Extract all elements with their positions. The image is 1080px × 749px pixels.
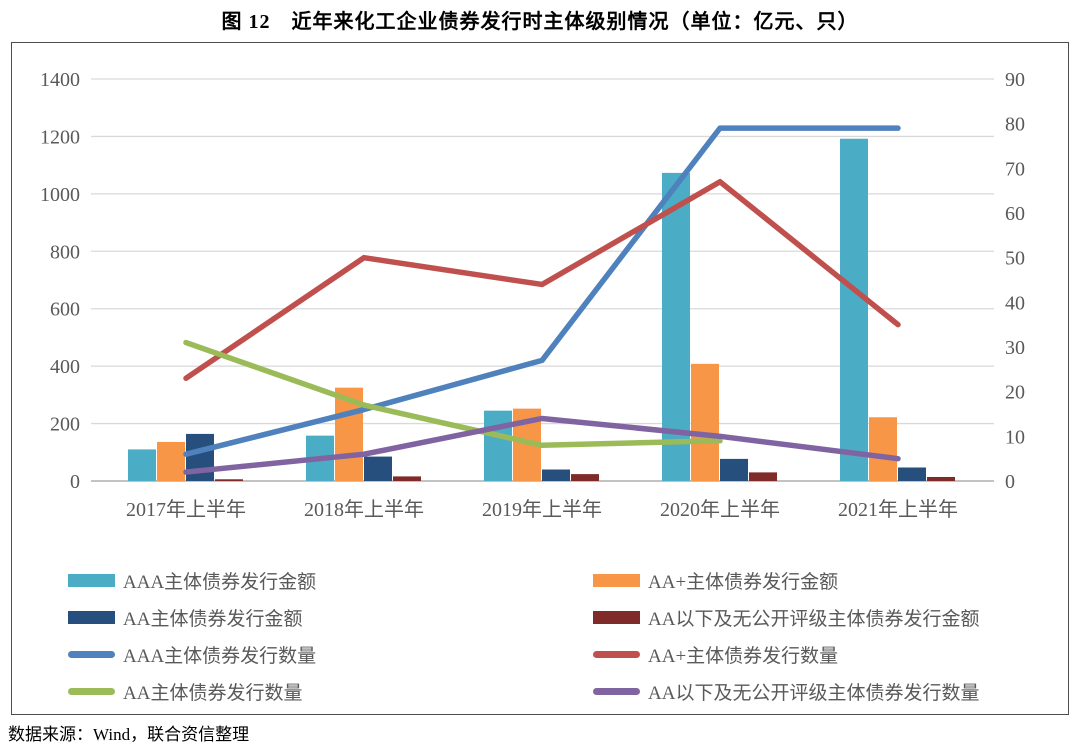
left-axis-tick-label: 1200 bbox=[40, 126, 80, 148]
legend-left-column: AAA主体债券发行金额 AA主体债券发行金额 AAA主体债券发行数量 AA主体债券发行… bbox=[68, 562, 316, 710]
legend-swatch-bar bbox=[593, 574, 640, 587]
line-series-3 bbox=[183, 415, 901, 475]
category-label: 2019年上半年 bbox=[482, 498, 602, 521]
legend-item: AA主体债券发行数量 bbox=[68, 673, 316, 710]
bar-3-cat-2 bbox=[571, 474, 599, 481]
legend-label: AAA主体债券发行金额 bbox=[123, 572, 317, 593]
right-axis-tick-label: 50 bbox=[1005, 248, 1025, 270]
category-label: 2018年上半年 bbox=[304, 498, 424, 521]
legend-item: AA主体债券发行金额 bbox=[68, 599, 316, 636]
bar-0-cat-0 bbox=[128, 449, 156, 481]
right-axis-tick-label: 80 bbox=[1005, 114, 1025, 136]
legend-label: AA以下及无公开评级主体债券发行金额 bbox=[648, 609, 980, 630]
right-axis-tick-label: 20 bbox=[1005, 382, 1025, 404]
bar-1-cat-0 bbox=[157, 441, 185, 481]
left-axis-tick-label: 200 bbox=[50, 414, 80, 436]
line-series-0 bbox=[183, 125, 901, 457]
legend-swatch-bar bbox=[68, 611, 115, 624]
bar-2-cat-2 bbox=[542, 469, 570, 481]
chart-svg: 0 200 400 600 800 1000 1200 1400 0 10 20 30 40 50 60 70… bbox=[40, 69, 1025, 521]
left-axis-tick-label: 1400 bbox=[40, 69, 80, 91]
legend-item: AAA主体债券发行数量 bbox=[68, 636, 316, 673]
legend-swatch-line bbox=[68, 651, 115, 658]
bar-2-cat-1 bbox=[364, 456, 392, 481]
legend-item: AA以下及无公开评级主体债券发行数量 bbox=[593, 673, 979, 710]
right-axis-tick-label: 10 bbox=[1005, 426, 1025, 448]
legend-label: AA以下及无公开评级主体债券发行数量 bbox=[648, 683, 980, 704]
page-title: 图 12 近年来化工企业债券发行时主体级别情况（单位：亿元、只） bbox=[221, 11, 859, 33]
legend-swatch-line bbox=[593, 688, 640, 695]
left-axis-tick-label: 1000 bbox=[40, 184, 80, 206]
legend-item: AAA主体债券发行金额 bbox=[68, 562, 316, 599]
legend-item: AA+主体债券发行数量 bbox=[593, 636, 979, 673]
legend-item: AA以下及无公开评级主体债券发行金额 bbox=[593, 599, 979, 636]
bar-3-cat-0 bbox=[215, 479, 243, 481]
legend-label: AA+主体债券发行金额 bbox=[648, 572, 839, 593]
line-series-2 bbox=[183, 339, 723, 449]
legend-label: AA主体债券发行金额 bbox=[123, 609, 303, 630]
bar-0-cat-2 bbox=[484, 410, 512, 481]
bar-0-cat-4 bbox=[840, 138, 868, 481]
legend-label: AAA主体债券发行数量 bbox=[123, 646, 317, 667]
category-label: 2021年上半年 bbox=[838, 498, 958, 521]
bar-3-cat-1 bbox=[393, 476, 421, 481]
bar-3-cat-3 bbox=[749, 472, 777, 481]
category-label: 2017年上半年 bbox=[126, 498, 246, 521]
legend-swatch-line bbox=[593, 651, 640, 658]
right-axis-tick-label: 0 bbox=[1005, 471, 1015, 493]
bar-1-cat-3 bbox=[691, 363, 719, 481]
legend-swatch-bar bbox=[593, 611, 640, 624]
legend-swatch-line bbox=[68, 688, 115, 695]
category-label: 2020年上半年 bbox=[660, 498, 780, 521]
chart-frame: 0 200 400 600 800 1000 1200 1400 0 10 20 30 40 50 60 70… bbox=[11, 42, 1069, 715]
right-axis-tick-label: 70 bbox=[1005, 158, 1025, 180]
bar-3-cat-4 bbox=[927, 476, 955, 481]
left-axis-tick-label: 400 bbox=[50, 356, 80, 378]
legend-right-column: AA+主体债券发行金额 AA以下及无公开评级主体债券发行金额 AA+主体债券发行数量… bbox=[593, 562, 979, 710]
left-axis-tick-label: 600 bbox=[50, 299, 80, 321]
left-axis-tick-label: 800 bbox=[50, 241, 80, 263]
bar-2-cat-3 bbox=[720, 458, 748, 481]
source-note: 数据来源：Wind，联合资信整理 bbox=[8, 725, 250, 744]
legend-item: AA+主体债券发行金额 bbox=[593, 562, 979, 599]
right-axis-tick-label: 30 bbox=[1005, 337, 1025, 359]
right-axis-tick-label: 40 bbox=[1005, 292, 1025, 314]
right-axis-tick-label: 90 bbox=[1005, 69, 1025, 91]
legend-swatch-bar bbox=[68, 574, 115, 587]
bar-1-cat-4 bbox=[869, 417, 897, 481]
line-series-1 bbox=[183, 178, 901, 382]
legend-label: AA+主体债券发行数量 bbox=[648, 646, 839, 667]
left-axis-tick-label: 0 bbox=[70, 471, 80, 493]
bar-2-cat-4 bbox=[898, 467, 926, 481]
legend-label: AA主体债券发行数量 bbox=[123, 683, 303, 704]
right-axis-tick-label: 60 bbox=[1005, 203, 1025, 225]
